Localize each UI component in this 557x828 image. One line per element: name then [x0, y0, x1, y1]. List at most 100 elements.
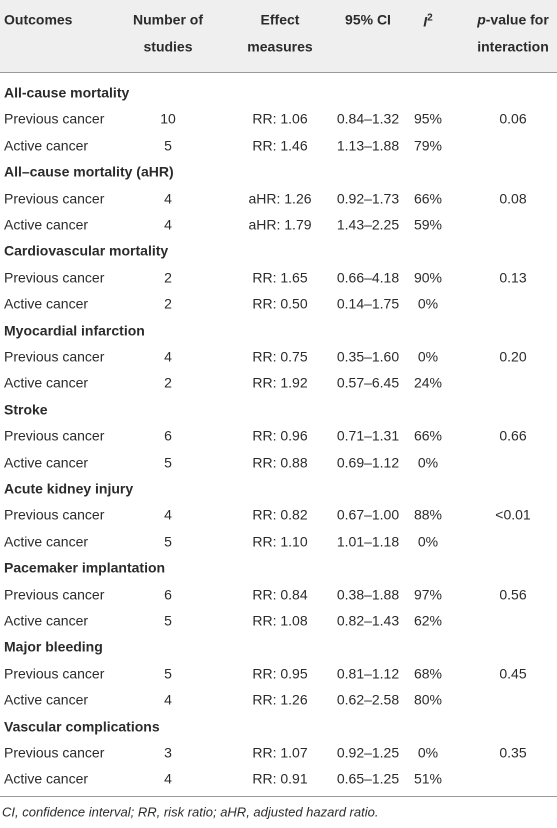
- heterogeneity: 0%: [417, 744, 439, 761]
- heterogeneity: 66%: [413, 427, 443, 444]
- confidence-interval: 0.92–1.73: [336, 190, 400, 207]
- row-label: Previous cancer: [4, 427, 105, 444]
- study-count: 4: [164, 216, 172, 233]
- heterogeneity: 88%: [413, 506, 443, 523]
- heterogeneity: 79%: [413, 137, 443, 154]
- section-title: Vascular complications: [4, 718, 160, 735]
- header-text: -value for: [485, 11, 549, 28]
- effect-measure: RR: 0.84: [252, 586, 308, 603]
- effect-measure: RR: 0.75: [252, 348, 308, 365]
- study-count: 4: [164, 506, 172, 523]
- effect-measure: RR: 1.06: [252, 110, 308, 127]
- row-label: Previous cancer: [4, 348, 105, 365]
- row-label: Active cancer: [4, 216, 89, 233]
- heterogeneity: 97%: [413, 586, 443, 603]
- confidence-interval: 1.13–1.88: [336, 137, 400, 154]
- study-count: 3: [164, 744, 172, 761]
- section-title: Major bleeding: [4, 638, 103, 655]
- header-cell: 95% CI: [345, 11, 391, 28]
- header-background: [0, 0, 557, 72]
- header-cell: Number of: [133, 11, 203, 28]
- effect-measure: RR: 0.50: [252, 295, 308, 312]
- effect-measure: RR: 1.07: [252, 744, 308, 761]
- study-count: 5: [164, 137, 172, 154]
- row-label: Active cancer: [4, 612, 89, 629]
- study-count: 5: [164, 665, 172, 682]
- heterogeneity: 0%: [417, 454, 439, 471]
- heterogeneity: 62%: [413, 612, 443, 629]
- p-value: 0.20: [499, 348, 527, 365]
- heterogeneity: 0%: [417, 295, 439, 312]
- confidence-interval: 0.14–1.75: [336, 295, 400, 312]
- row-label: Previous cancer: [4, 269, 105, 286]
- confidence-interval: 0.84–1.32: [336, 110, 400, 127]
- row-label: Active cancer: [4, 454, 89, 471]
- p-value: 0.35: [499, 744, 527, 761]
- section-title: Acute kidney injury: [4, 480, 134, 497]
- header-cell: interaction: [477, 38, 549, 55]
- confidence-interval: 1.43–2.25: [336, 216, 400, 233]
- section-title: Pacemaker implantation: [4, 559, 166, 576]
- study-count: 4: [164, 190, 172, 207]
- section-title: Cardiovascular mortality: [4, 242, 169, 259]
- row-label: Previous cancer: [4, 586, 105, 603]
- study-count: 6: [164, 586, 172, 603]
- bottom-rule: [0, 796, 557, 797]
- footnote: CI, confidence interval; RR, risk ratio;…: [2, 804, 379, 820]
- effect-measure: RR: 1.46: [252, 137, 308, 154]
- p-value: 0.06: [499, 110, 527, 127]
- heterogeneity: 59%: [413, 216, 443, 233]
- header-cell: Effect: [260, 11, 300, 28]
- row-label: Previous cancer: [4, 744, 105, 761]
- study-count: 4: [164, 348, 172, 365]
- confidence-interval: 0.66–4.18: [336, 269, 400, 286]
- row-label: Previous cancer: [4, 190, 105, 207]
- study-count: 6: [164, 427, 172, 444]
- heterogeneity: 80%: [413, 691, 443, 708]
- p-value: 0.66: [499, 427, 527, 444]
- section-title: Stroke: [4, 401, 48, 418]
- confidence-interval: 0.67–1.00: [336, 506, 400, 523]
- section-title: All-cause mortality: [4, 84, 130, 101]
- effect-measure: RR: 1.65: [252, 269, 308, 286]
- heterogeneity: 68%: [413, 665, 443, 682]
- study-count: 5: [164, 612, 172, 629]
- p-value: 0.45: [499, 665, 527, 682]
- header-cell: measures: [247, 38, 313, 55]
- study-count: 10: [160, 110, 176, 127]
- header-cell: I2: [423, 10, 432, 31]
- confidence-interval: 0.81–1.12: [336, 665, 400, 682]
- effect-measure: RR: 1.08: [252, 612, 308, 629]
- confidence-interval: 0.38–1.88: [336, 586, 400, 603]
- effect-measure: RR: 0.96: [252, 427, 308, 444]
- confidence-interval: 1.01–1.18: [336, 533, 400, 550]
- heterogeneity: 0%: [417, 533, 439, 550]
- row-label: Active cancer: [4, 137, 89, 154]
- row-label: Active cancer: [4, 295, 89, 312]
- study-count: 4: [164, 691, 172, 708]
- confidence-interval: 0.82–1.43: [336, 612, 400, 629]
- header-text: p: [477, 11, 486, 28]
- header-cell: Outcomes: [4, 11, 73, 28]
- section-title: All–cause mortality (aHR): [4, 163, 174, 180]
- effect-measure: RR: 1.92: [252, 374, 308, 391]
- effect-measure: RR: 0.95: [252, 665, 308, 682]
- row-label: Active cancer: [4, 374, 89, 391]
- p-value: 0.56: [499, 586, 527, 603]
- confidence-interval: 0.65–1.25: [336, 770, 400, 787]
- heterogeneity: 24%: [413, 374, 443, 391]
- confidence-interval: 0.35–1.60: [336, 348, 400, 365]
- row-label: Active cancer: [4, 691, 89, 708]
- row-label: Previous cancer: [4, 110, 105, 127]
- effect-measure: RR: 1.26: [252, 691, 308, 708]
- study-count: 5: [164, 533, 172, 550]
- p-value: 0.08: [499, 190, 527, 207]
- row-label: Active cancer: [4, 770, 89, 787]
- study-count: 4: [164, 770, 172, 787]
- section-title: Myocardial infarction: [4, 322, 145, 339]
- confidence-interval: 0.62–2.58: [336, 691, 400, 708]
- header-cell: p-value for: [477, 12, 549, 29]
- header-text: 2: [427, 12, 433, 24]
- row-label: Active cancer: [4, 533, 89, 550]
